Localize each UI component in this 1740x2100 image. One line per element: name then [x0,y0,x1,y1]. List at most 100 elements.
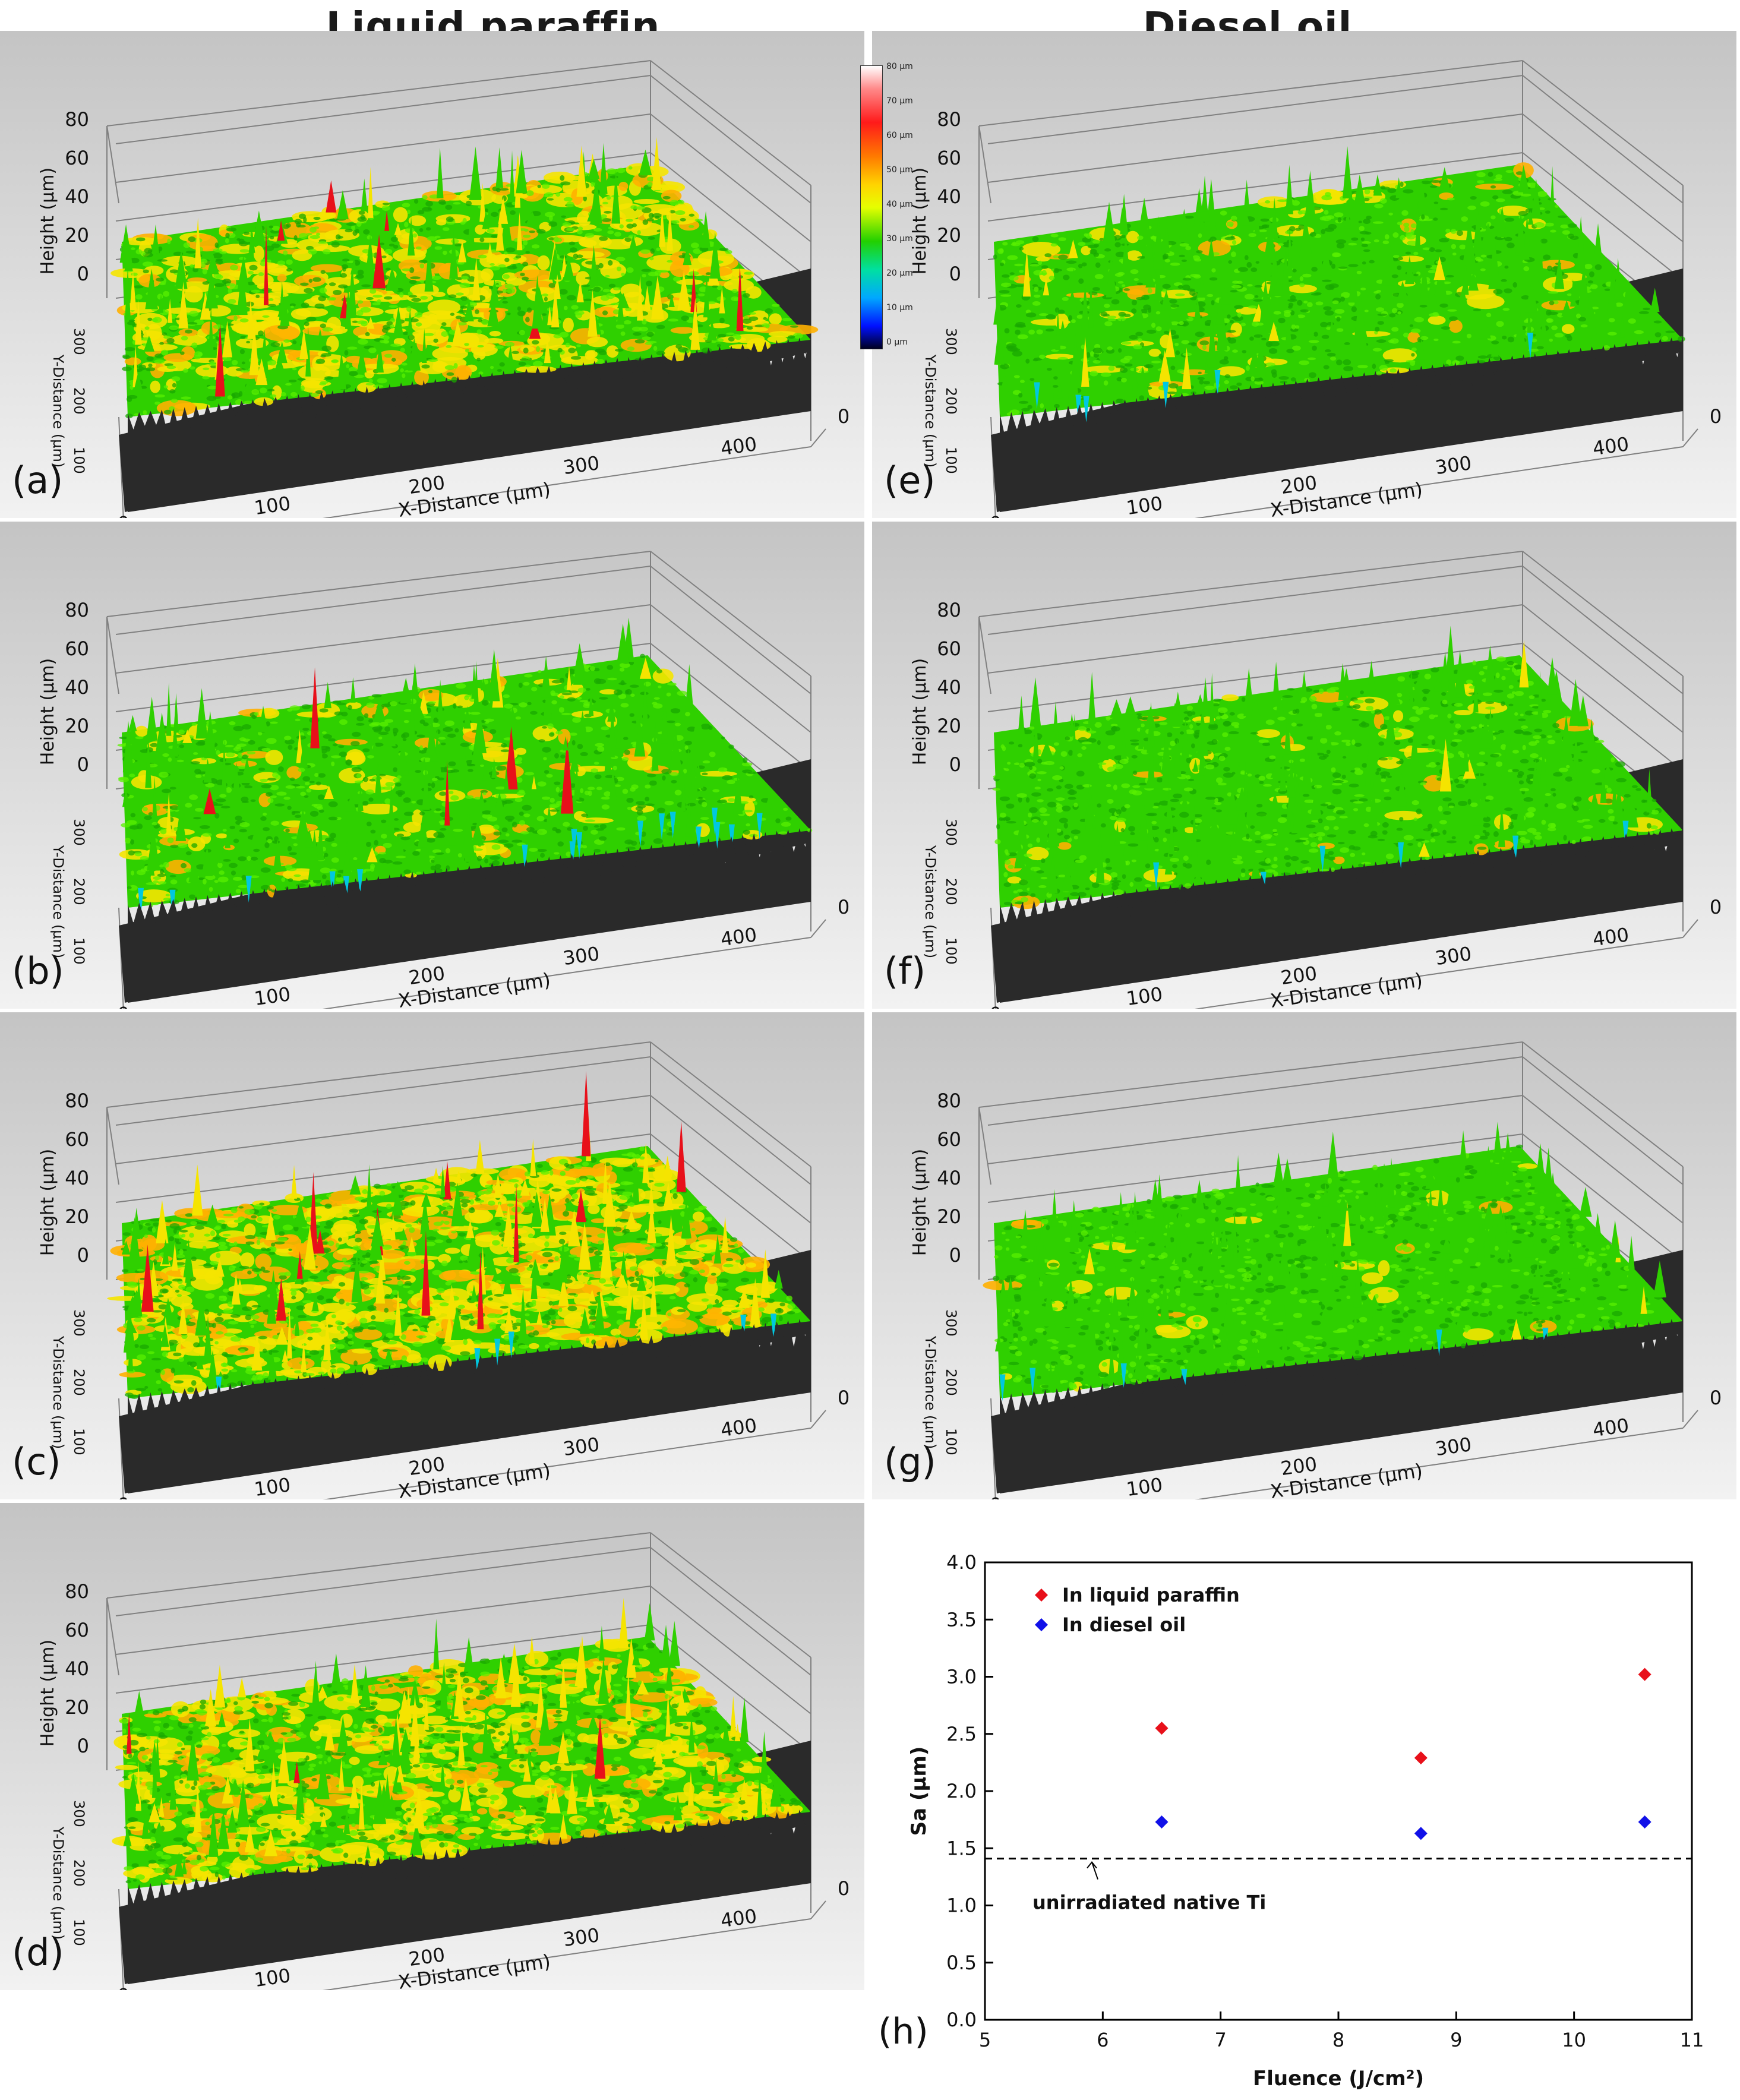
x-far-tick: 0 [838,1387,850,1409]
y-tick-label: 0.5 [946,1951,977,1974]
y-tick-300: 300 [943,1309,959,1337]
y-tick-label: 4.0 [946,1551,977,1574]
z-axis-label: Height (µm) [37,658,58,765]
x-far-tick: 0 [1710,405,1722,428]
legend-label: In liquid paraffin [1062,1584,1240,1606]
data-point-paraffin [1638,1668,1651,1681]
y-tick-label: 1.5 [946,1837,977,1859]
y-tick-200: 200 [943,387,959,415]
x-tick-label: 6 [1097,2029,1109,2051]
color-scale-tick: 70 µm [886,96,913,106]
z-axis-label: Height (µm) [37,1640,58,1747]
z-axis-label: Height (µm) [910,658,930,765]
data-point-paraffin [1155,1722,1169,1735]
color-scale-tick: 80 µm [886,62,913,71]
color-scale-tick: 60 µm [886,131,913,140]
y-tick-200: 200 [943,878,959,905]
z-tick-0: 0 [77,263,89,285]
x-tick-100: 100 [1125,983,1164,1009]
z-tick-40: 40 [937,676,961,699]
legend-marker [1035,1618,1048,1631]
y-axis-label: Y-Distance (µm) [50,1826,67,1940]
y-axis-label: Y-Distance (µm) [50,1335,67,1449]
x-tick-100: 100 [253,1473,292,1499]
y-tick-100: 100 [943,447,959,474]
z-tick-80: 80 [937,599,961,621]
x-tick-label: 10 [1562,2029,1586,2051]
y-axis-label: Y-Distance (µm) [50,354,67,468]
panel-label-f: (f) [884,949,926,993]
reference-arrow [1087,1862,1098,1880]
y-tick-100: 100 [943,937,959,965]
y-tick-200: 200 [71,1859,87,1887]
x-far-tick: 0 [838,1877,850,1900]
legend-label: In diesel oil [1062,1613,1186,1636]
z-tick-40: 40 [65,676,89,699]
y-tick-200: 200 [71,1369,87,1396]
z-tick-20: 20 [65,1205,89,1228]
x-tick-100: 100 [1125,492,1164,518]
x-tick-label: 7 [1214,2029,1226,2051]
y-tick-100: 100 [943,1428,959,1455]
y-tick-100: 100 [71,937,87,965]
z-tick-0: 0 [77,753,89,776]
y-tick-200: 200 [71,878,87,905]
y-tick-100: 100 [71,1919,87,1946]
color-scale-tick: 20 µm [886,269,913,278]
x-tick-100: 100 [1125,1473,1164,1499]
y-tick-label: 2.5 [946,1723,977,1745]
y-tick-label: 0.0 [946,2009,977,2031]
z-tick-80: 80 [65,108,89,131]
x-tick-100: 100 [253,1964,292,1990]
z-tick-60: 60 [65,147,89,169]
y-tick-200: 200 [71,387,87,415]
data-point-paraffin [1414,1751,1428,1764]
y-axis-label: Y-Distance (µm) [922,354,939,468]
z-tick-60: 60 [937,637,961,660]
z-tick-20: 20 [65,1696,89,1719]
z-tick-0: 0 [77,1735,89,1757]
z-axis-label: Height (µm) [910,1149,930,1256]
color-scale-bar [860,65,883,349]
y-tick-300: 300 [71,328,87,355]
y-tick-200: 200 [943,1369,959,1396]
z-tick-60: 60 [937,1128,961,1151]
y-axis-label: Y-Distance (µm) [922,845,939,958]
z-tick-20: 20 [937,1205,961,1228]
y-tick-label: 3.5 [946,1608,977,1631]
x-far-tick: 0 [1710,896,1722,918]
panel-label-a: (a) [12,459,63,502]
color-scale-tick: 0 µm [886,337,908,347]
z-tick-40: 40 [65,1657,89,1680]
panel-label-d: (d) [12,1931,64,1974]
z-axis-label: Height (µm) [37,1149,58,1256]
x-tick-label: 5 [979,2029,991,2051]
y-tick-300: 300 [71,1309,87,1337]
z-tick-0: 0 [949,1244,961,1267]
color-scale-tick: 30 µm [886,234,913,244]
z-tick-0: 0 [949,263,961,285]
z-tick-60: 60 [65,637,89,660]
z-tick-20: 20 [65,715,89,737]
y-axis-label: Y-Distance (µm) [50,845,67,958]
z-tick-80: 80 [65,1580,89,1603]
z-tick-20: 20 [937,715,961,737]
z-tick-40: 40 [65,185,89,208]
y-tick-100: 100 [71,447,87,474]
panel-label-h: (h) [878,2011,929,2052]
x-tick-100: 100 [253,492,292,518]
y-axis-label: Y-Distance (µm) [922,1335,939,1449]
data-point-diesel [1638,1815,1651,1829]
x-tick-label: 11 [1680,2029,1704,2051]
panel-label-g: (g) [884,1440,936,1483]
z-tick-80: 80 [65,1090,89,1112]
